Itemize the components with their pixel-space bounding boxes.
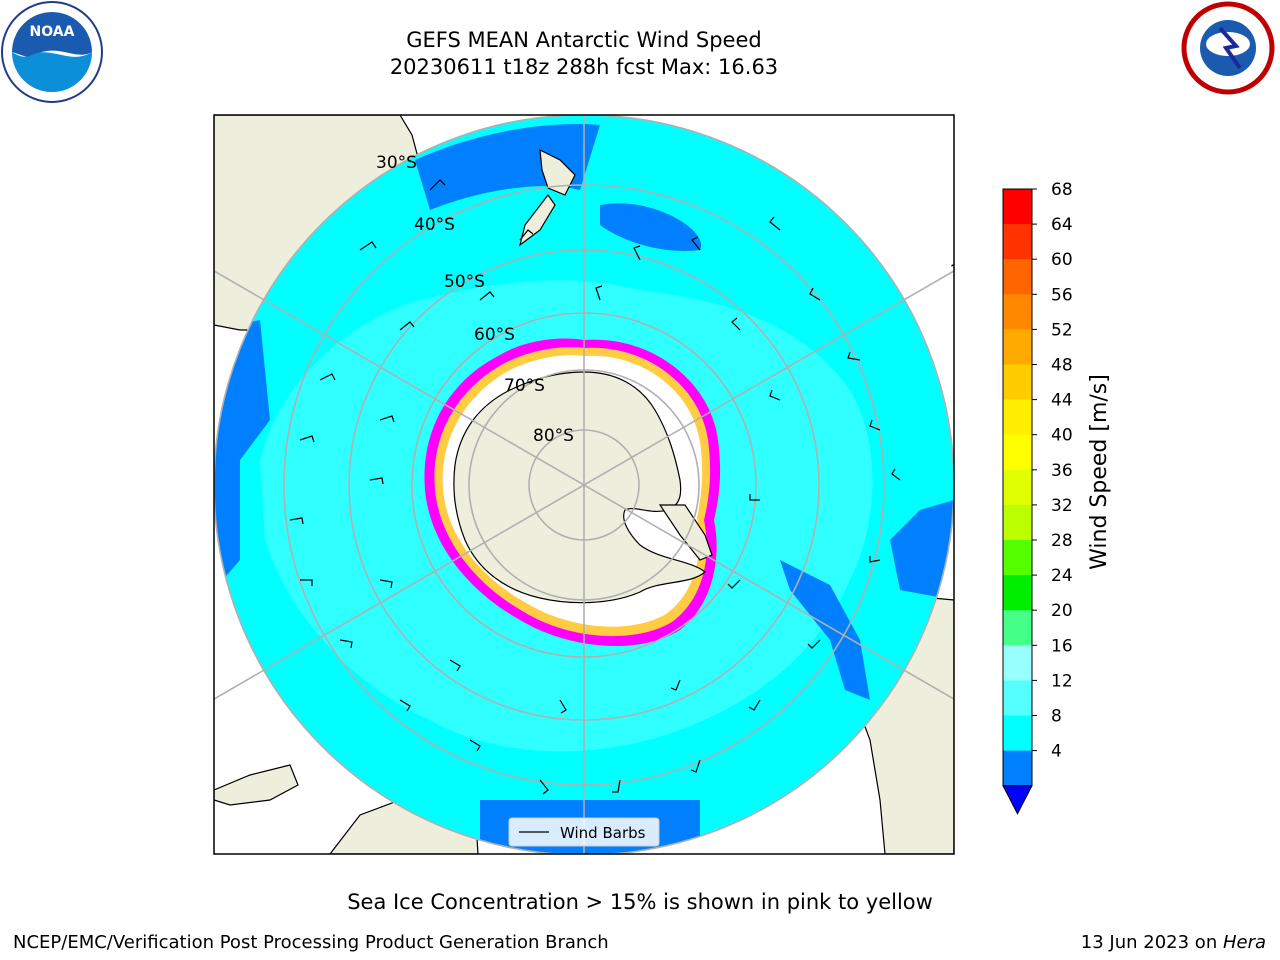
colorbar-tick-label: 36 [1051,461,1073,481]
colorbar-segment [1003,189,1032,225]
map-legend: Wind Barbs [508,817,660,847]
colorbar-label: Wind Speed [m/s] [1087,374,1112,570]
colorbar-tick-label: 28 [1051,531,1073,551]
lon-label-60e: 60°E [163,688,207,715]
footer-date: 13 Jun 2023 on [1080,932,1223,953]
noaa-logo: NOAA [1,1,103,103]
wind-barbs [289,179,901,795]
footer-right: 13 Jun 2023 on Hera [1081,932,1266,953]
colorbar-tick-label: 56 [1051,285,1073,305]
colorbar-outline [1002,188,1033,787]
land-antarctic-peninsula [658,504,713,561]
wind-low-west [214,320,270,590]
footer-host: Hera [1222,932,1266,953]
lon-label-0: 0° [574,858,593,878]
colorbar-tick-label: 60 [1051,250,1073,270]
map-border [213,114,955,855]
colorbar-tick-label: 48 [1051,356,1073,376]
colorbar-segment [1003,504,1032,541]
colorbar-segment [1003,645,1032,681]
wind-low-samerica [780,560,870,700]
colorbar-tick-label: 24 [1051,566,1073,586]
colorbar-tick-label: 32 [1051,496,1073,516]
colorbar-tick-label: 44 [1051,391,1073,411]
colorbar-tick-label: 64 [1051,215,1073,235]
lat-label-50s: 50°S [444,272,485,292]
colorbar-segment [1003,540,1032,576]
colorbar-segment [1003,364,1032,401]
wind-low-north [415,124,600,210]
colorbar-tick-label: 40 [1051,426,1073,446]
lat-label-40s: 40°S [414,215,455,235]
colorbar-tick-label: 12 [1051,671,1073,691]
colorbar-segment [1003,680,1032,716]
footer-left: NCEP/EMC/Verification Post Processing Pr… [13,932,609,953]
colorbar-segment [1003,575,1032,611]
lon-label-120e: 120°E [154,253,208,282]
colorbar-segment [1003,750,1032,787]
graticule [214,115,954,854]
colorbar-segment [1003,259,1032,295]
colorbar-tick-label: 8 [1051,707,1062,727]
lat-label-70s: 70°S [504,376,545,396]
lon-label-120w: 120°W [949,252,1010,282]
legend-label: Wind Barbs [560,824,646,842]
lat-label-60s: 60°S [474,325,515,345]
colorbar-segment [1003,715,1032,752]
sea-ice-note: Sea Ice Concentration > 15% is shown in … [347,890,933,914]
lon-label-180: 180° [564,90,605,110]
lat-label-80s: 80°S [533,426,574,446]
lat-label-30s: 30°S [376,153,417,173]
colorbar-segment [1003,610,1032,646]
wind-low-east [890,500,954,600]
colorbar-tick-label: 20 [1051,601,1073,621]
wind-low-northeast [600,203,702,251]
colorbar-tick-label: 4 [1051,742,1062,762]
colorbar-segment [1003,399,1032,436]
title-line-1: GEFS MEAN Antarctic Wind Speed [406,28,762,52]
nws-logo [1181,1,1275,95]
colorbar: 68 64 60 56 52 48 44 40 36 32 28 24 20 16 12 8 4 [1002,180,1073,815]
colorbar-segment [1003,469,1032,506]
lon-label-60w: 60°W [956,685,1006,713]
colorbar-tick-label: 52 [1051,320,1073,340]
colorbar-segment [1003,329,1032,365]
title-line-2: 20230611 t18z 288h fcst Max: 16.63 [389,55,779,79]
colorbar-segment [1003,434,1032,471]
svg-text:NOAA: NOAA [30,24,75,40]
land-new-zealand [519,148,576,247]
map-area: 180° 120°E 120°W 60°E 60°W 0° 30°S 40°S … [154,90,1010,878]
land-madagascar [214,764,299,806]
colorbar-tick-label: 16 [1051,636,1073,656]
colorbar-tick-label: 68 [1051,180,1073,200]
colorbar-segment [1003,294,1032,330]
colorbar-extend-arrow [1002,785,1033,815]
colorbar-segment [1003,224,1032,260]
